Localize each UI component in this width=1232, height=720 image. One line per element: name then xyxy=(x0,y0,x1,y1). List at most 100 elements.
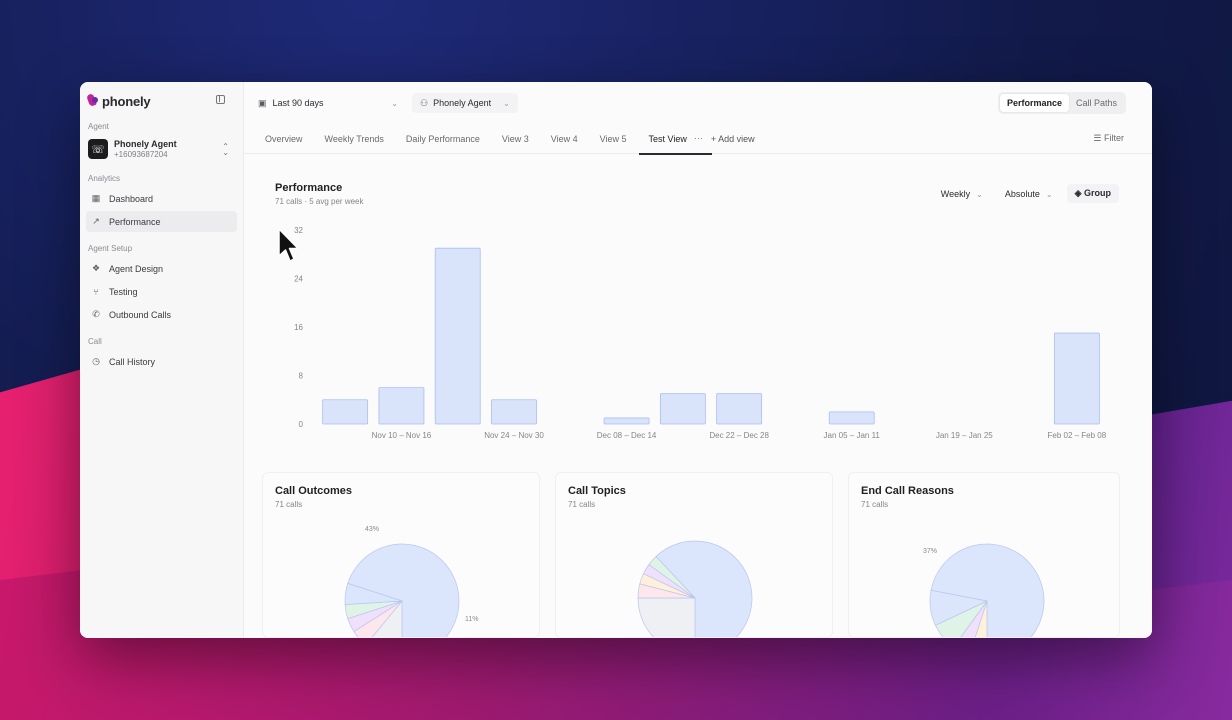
call-topics-title: Call Topics xyxy=(568,485,626,497)
y-tick-label: 8 xyxy=(299,372,304,381)
agent-name: Phonely Agent xyxy=(114,139,177,149)
add-view-button[interactable]: + Add view xyxy=(710,133,755,144)
section-label-agent-setup: Agent Setup xyxy=(88,244,133,253)
sidebar-item-label: Dashboard xyxy=(109,193,154,204)
performance-bar-chart: 0 8 16 24 32 Nov 10 – Nov 16 Nov 24 – Nov 30 De… xyxy=(294,226,1107,440)
sidebar-item-call-history[interactable]: ◷ Call History xyxy=(86,351,237,372)
y-tick-label: 0 xyxy=(299,420,304,429)
end-call-reasons-card: End Call Reasons 71 calls 37% xyxy=(848,472,1120,638)
filter-label: Filter xyxy=(1104,133,1124,143)
toggle-call-paths[interactable]: Call Paths xyxy=(1075,98,1117,108)
period-value: Weekly xyxy=(940,188,971,199)
pie-label: 43% xyxy=(365,526,379,533)
tab-view-3[interactable]: View 3 xyxy=(501,133,529,144)
sidebar-item-label: Testing xyxy=(109,286,138,297)
history-icon: ◷ xyxy=(92,356,100,366)
pie-slice[interactable] xyxy=(969,600,988,638)
sidebar-item-outbound-calls[interactable]: ✆ Outbound Calls xyxy=(86,304,237,325)
group-button[interactable]: ◈ Group xyxy=(1066,184,1119,203)
filter-button[interactable]: ☰ Filter xyxy=(1093,133,1124,144)
pie-chart: 37% xyxy=(923,543,1045,638)
bar[interactable] xyxy=(491,399,537,425)
x-tick-label: Nov 10 – Nov 16 xyxy=(372,431,432,440)
section-label-analytics: Analytics xyxy=(88,174,121,183)
group-label: Group xyxy=(1084,188,1111,198)
pie-slice[interactable] xyxy=(930,543,1045,638)
pie-slice[interactable] xyxy=(655,540,753,638)
pie-slice[interactable] xyxy=(344,582,403,605)
y-tick-label: 24 xyxy=(294,275,303,284)
pie-slice[interactable] xyxy=(347,543,460,638)
agent-switcher[interactable]: ☏ Phonely Agent +16093687204 ⌃ ⌄ xyxy=(86,136,237,162)
bar[interactable] xyxy=(322,399,369,425)
performance-subtitle: 71 calls · 5 avg per week xyxy=(275,197,364,206)
date-range-select[interactable]: ▣ Last 90 days ⌄ xyxy=(258,93,398,113)
pie-slice[interactable] xyxy=(929,589,989,626)
bar[interactable] xyxy=(659,393,706,425)
agent-select-value: Phonely Agent xyxy=(433,98,492,108)
pie-slice[interactable] xyxy=(637,597,696,638)
bar[interactable] xyxy=(828,411,875,425)
pie-slice[interactable] xyxy=(648,555,696,599)
call-outcomes-title: Call Outcomes xyxy=(275,485,353,497)
y-tick-label: 32 xyxy=(294,226,303,235)
x-tick-label: Jan 19 – Jan 25 xyxy=(936,431,993,440)
pie-slice[interactable] xyxy=(953,600,988,638)
bar[interactable] xyxy=(378,387,425,425)
agent-phone: +16093687204 xyxy=(114,150,168,159)
chevron-down-icon: ⌄ xyxy=(976,189,983,199)
sidebar-item-testing[interactable]: ⑂ Testing xyxy=(86,281,237,302)
view-tabs: Overview Weekly Trends Daily Performance… xyxy=(244,124,1152,155)
grid-icon: ▦ xyxy=(91,193,101,203)
brand[interactable]: phonely xyxy=(88,92,237,110)
end-call-reasons-title: End Call Reasons xyxy=(861,485,954,497)
pie-slice[interactable] xyxy=(366,600,403,638)
period-select[interactable]: Weekly ⌄ xyxy=(941,189,983,199)
tab-overview[interactable]: Overview xyxy=(265,133,303,144)
pie-label: 11% xyxy=(465,616,479,623)
chevron-down-icon: ⌄ xyxy=(1045,189,1053,199)
sidebar-item-agent-design[interactable]: ❖ Agent Design xyxy=(86,258,237,279)
toggle-performance[interactable]: Performance xyxy=(999,94,1069,112)
add-view-label: Add view xyxy=(718,133,755,144)
chevron-down-icon: ⌄ xyxy=(503,98,510,108)
tab-daily-performance[interactable]: Daily Performance xyxy=(405,133,480,144)
sidebar-item-label: Performance xyxy=(109,216,161,227)
bar[interactable] xyxy=(1053,332,1100,425)
x-tick-label: Dec 08 – Dec 14 xyxy=(597,431,657,440)
y-tick-label: 16 xyxy=(294,323,303,332)
phone-out-icon: ✆ xyxy=(92,309,100,319)
phone-icon: ☏ xyxy=(88,139,108,159)
x-tick-label: Jan 05 – Jan 11 xyxy=(824,431,881,440)
branch-icon: ⑂ xyxy=(93,286,99,297)
pie-chart xyxy=(637,540,753,638)
mode-select[interactable]: Absolute ⌄ xyxy=(1005,189,1053,199)
sidebar-collapse-icon[interactable] xyxy=(216,95,225,104)
performance-title: Performance xyxy=(275,182,343,194)
performance-card: Performance 71 calls · 5 avg per week We… xyxy=(275,182,1123,458)
call-topics-card: Call Topics 71 calls xyxy=(555,472,833,638)
calendar-icon: ▣ xyxy=(258,97,267,108)
bar[interactable] xyxy=(716,393,763,425)
tab-test-view[interactable]: Test View xyxy=(637,124,713,155)
bar[interactable] xyxy=(603,417,650,425)
agent-select[interactable]: ⚇ Phonely Agent ⌄ xyxy=(412,93,518,113)
call-topics-subtitle: 71 calls xyxy=(568,500,596,509)
x-tick-label: Dec 22 – Dec 28 xyxy=(709,431,769,440)
section-label-agent: Agent xyxy=(88,122,109,131)
sidebar: phonely Agent ☏ Phonely Agent +160936872… xyxy=(80,82,244,638)
call-outcomes-card: Call Outcomes 71 calls 43% 11% xyxy=(262,472,540,638)
sidebar-item-label: Outbound Calls xyxy=(109,309,172,320)
sidebar-item-dashboard[interactable]: ▦ Dashboard xyxy=(86,188,237,209)
sidebar-item-performance[interactable]: ↗ Performance xyxy=(86,211,237,232)
chevron-down-icon: ⌄ xyxy=(391,98,398,108)
brand-name: phonely xyxy=(102,93,151,109)
tab-view-4[interactable]: View 4 xyxy=(550,133,578,144)
tab-view-5[interactable]: View 5 xyxy=(599,133,627,144)
bar[interactable] xyxy=(434,247,481,425)
pie-chart: 43% 11% xyxy=(344,526,479,638)
sidebar-item-label: Agent Design xyxy=(109,263,164,274)
phonely-logo-icon xyxy=(88,94,100,108)
tab-weekly-trends[interactable]: Weekly Trends xyxy=(324,133,384,144)
tab-menu-icon[interactable]: ⋯ xyxy=(693,133,703,143)
